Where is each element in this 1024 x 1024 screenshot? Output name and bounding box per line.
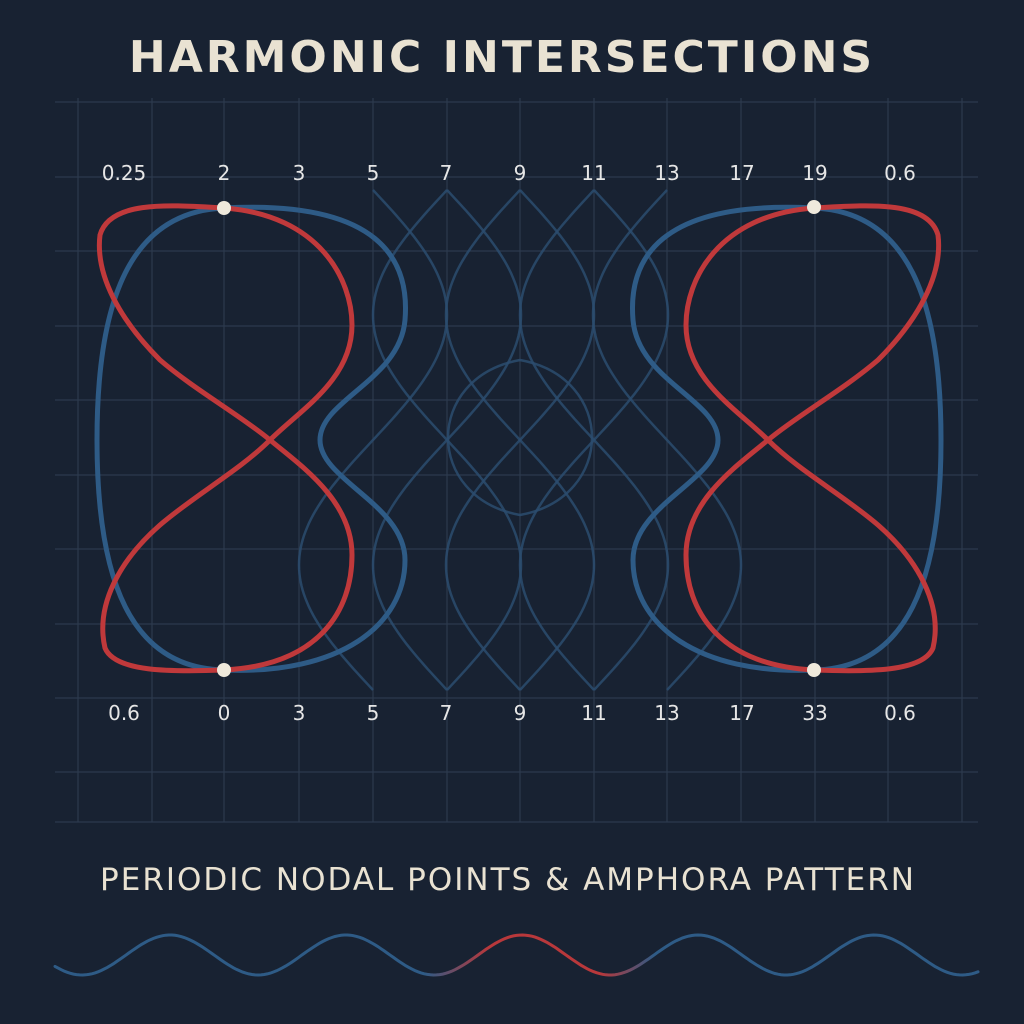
nodal-points (217, 200, 821, 677)
bottom-label: 11 (581, 701, 606, 725)
bottom-node-labels: 0.6 0 3 5 7 9 11 13 17 33 0.6 (108, 701, 916, 725)
subtitle: PERIODIC NODAL POINTS & AMPHORA PATTERN (100, 862, 916, 898)
bottom-label: 0 (218, 701, 231, 725)
bottom-label: 33 (802, 701, 827, 725)
top-label: 9 (514, 161, 527, 185)
top-label: 11 (581, 161, 606, 185)
bottom-decorative-wave (53, 933, 980, 977)
faint-standing-wave (297, 189, 449, 691)
top-label: 13 (654, 161, 679, 185)
top-node-labels: 0.25 2 3 5 7 9 11 13 17 19 0.6 (102, 161, 916, 185)
bottom-label: 0.6 (884, 701, 916, 725)
top-label: 0.6 (884, 161, 916, 185)
right-blue-amphora-curve (630, 204, 944, 673)
faint-standing-wave (518, 189, 670, 691)
top-label: 3 (293, 161, 306, 185)
top-label: 7 (440, 161, 453, 185)
node-top-right (807, 200, 821, 214)
faint-central-lens (446, 358, 594, 517)
bottom-label: 17 (729, 701, 754, 725)
bottom-label: 7 (440, 701, 453, 725)
node-bottom-left (217, 663, 231, 677)
top-label: 17 (729, 161, 754, 185)
bottom-label: 9 (514, 701, 527, 725)
faint-standing-wave (444, 189, 596, 691)
bottom-label: 13 (654, 701, 679, 725)
faint-wave-lattice (297, 189, 743, 691)
top-label: 0.25 (102, 161, 147, 185)
title: HARMONIC INTERSECTIONS (129, 32, 875, 83)
top-label: 19 (802, 161, 827, 185)
faint-standing-wave (591, 189, 743, 691)
node-top-left (217, 201, 231, 215)
bottom-label: 3 (293, 701, 306, 725)
left-blue-amphora-curve (94, 204, 408, 673)
bottom-label: 5 (367, 701, 380, 725)
top-label: 5 (367, 161, 380, 185)
node-bottom-right (807, 663, 821, 677)
top-label: 2 (218, 161, 231, 185)
bottom-label: 0.6 (108, 701, 140, 725)
